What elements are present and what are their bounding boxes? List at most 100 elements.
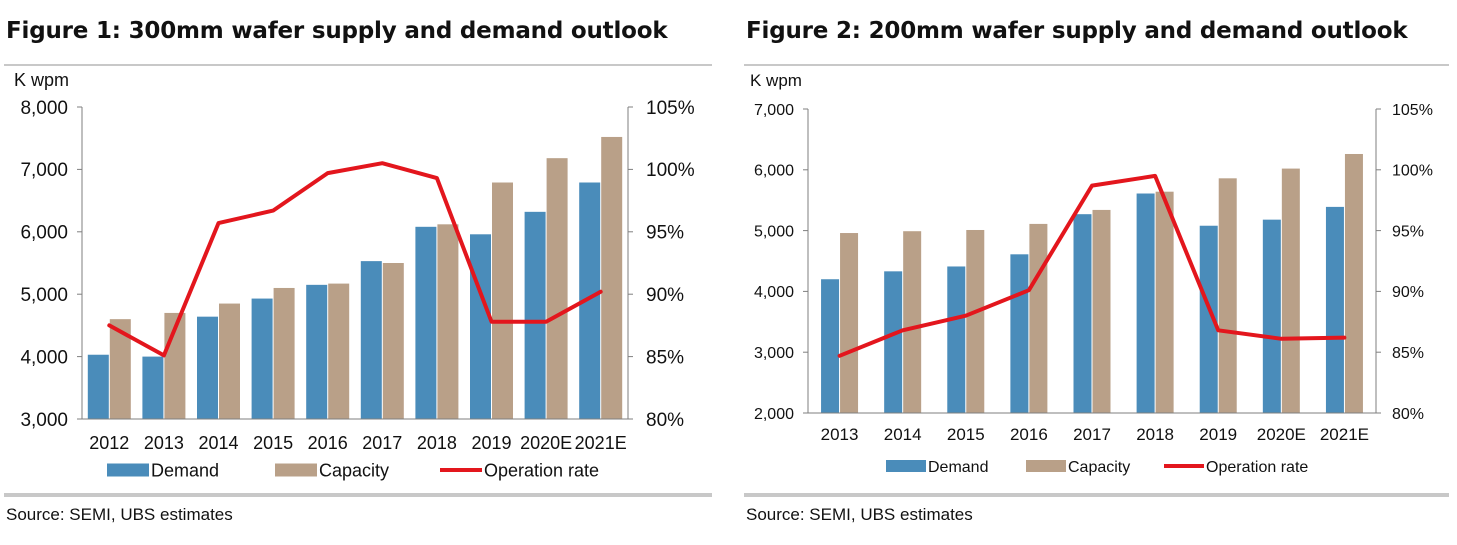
figure-1-legend-label-1: Capacity bbox=[319, 460, 389, 480]
figure-1-legend-label-2: Operation rate bbox=[484, 460, 599, 480]
figure-2-demand-bar bbox=[1262, 219, 1281, 413]
figure-1-y-axis-title: K wpm bbox=[14, 70, 69, 90]
figure-1-panel: Figure 1: 300mm wafer supply and demand … bbox=[0, 0, 720, 545]
figure-1-x-tick-label: 2018 bbox=[417, 433, 457, 453]
figure-2-x-tick-label: 2017 bbox=[1073, 425, 1111, 444]
figure-2-capacity-bar bbox=[1218, 178, 1237, 413]
figure-1-capacity-bar bbox=[437, 224, 459, 419]
figure-1-demand-bar bbox=[360, 261, 382, 419]
figure-2-y2-tick-label: 90% bbox=[1392, 284, 1424, 301]
figure-2-y2-tick-label: 100% bbox=[1392, 163, 1433, 180]
figure-2-y-axis-title: K wpm bbox=[750, 71, 802, 90]
figure-2-demand-bar bbox=[1325, 206, 1344, 413]
figure-1-capacity-bar bbox=[109, 319, 131, 419]
figure-1-y2-tick-label: 90% bbox=[646, 285, 684, 306]
figure-1-legend-swatch-0 bbox=[107, 463, 149, 477]
figure-2-demand-bar bbox=[884, 271, 903, 413]
figure-2-x-tick-label: 2019 bbox=[1199, 425, 1237, 444]
figure-2-capacity-bar bbox=[966, 229, 985, 413]
figure-2-panel: Figure 2: 200mm wafer supply and demand … bbox=[740, 0, 1457, 545]
figure-2-x-tick-label: 2020E bbox=[1257, 425, 1306, 444]
figure-1-chart: K wpm 3,000 4,000 5,000 6,000 7,000 8,000 80% 85… bbox=[14, 70, 695, 480]
figure-1-demand-bar bbox=[197, 316, 218, 419]
figure-1-y-tick-label: 6,000 bbox=[20, 223, 68, 244]
figure-2-chart: K wpm 2,000 3,000 4,000 5,000 6,000 7,000 80% 85… bbox=[750, 71, 1433, 476]
figure-2-capacity-bar bbox=[1029, 223, 1048, 413]
figure-1-capacity-bar bbox=[382, 263, 404, 419]
figure-2-y-tick-label: 5,000 bbox=[754, 223, 794, 240]
figure-2-capacity-bar bbox=[1281, 168, 1300, 413]
figure-2-title: Figure 2: 200mm wafer supply and demand … bbox=[746, 18, 1408, 44]
figure-2-y2-tick-label: 95% bbox=[1392, 223, 1424, 240]
figure-2-x-tick-label: 2013 bbox=[821, 425, 859, 444]
figure-1-y-tick-label: 5,000 bbox=[20, 285, 68, 306]
figure-2-operation-rate-line bbox=[837, 173, 1347, 358]
figure-1-y2-tick-label: 105% bbox=[646, 98, 695, 119]
figure-1-x-tick-label: 2019 bbox=[471, 433, 511, 453]
figure-2-y-tick-label: 7,000 bbox=[754, 102, 794, 119]
figure-1-x-tick-label: 2015 bbox=[253, 433, 293, 453]
figure-1-legend-swatch-1 bbox=[275, 463, 317, 477]
figure-1-demand-bar bbox=[142, 356, 164, 419]
figure-1-x-tick-label: 2016 bbox=[308, 433, 348, 453]
figure-1-y2-tick-label: 95% bbox=[646, 223, 684, 244]
figure-1-y2-tick-label: 100% bbox=[646, 160, 695, 181]
figure-1-x-tick-label: 2017 bbox=[362, 433, 402, 453]
figure-1-demand-bar bbox=[415, 226, 437, 419]
figure-2-x-tick-label: 2016 bbox=[1010, 425, 1048, 444]
figure-1-x-tick-label: 2020E bbox=[520, 433, 572, 453]
figure-1-demand-bar bbox=[470, 234, 491, 419]
figure-1-capacity-bar bbox=[546, 158, 568, 419]
figure-2-y-tick-label: 6,000 bbox=[754, 163, 794, 180]
figure-1-operation-rate-line bbox=[107, 161, 603, 358]
figure-2-x-tick-label: 2014 bbox=[884, 425, 922, 444]
figure-2-y2-tick-label: 85% bbox=[1392, 345, 1424, 362]
figure-1-capacity-bar bbox=[273, 287, 295, 419]
figure-2-demand-bar bbox=[1073, 214, 1092, 413]
figure-1-x-tick-label: 2013 bbox=[144, 433, 184, 453]
figure-2-demand-bar bbox=[1010, 254, 1029, 413]
figure-2-capacity-bar bbox=[1344, 153, 1363, 413]
figure-1-y-tick-label: 4,000 bbox=[20, 347, 68, 368]
figure-1-y-tick-label: 7,000 bbox=[20, 160, 68, 181]
figure-2-y-tick-label: 4,000 bbox=[754, 284, 794, 301]
figure-1-y2-tick-label: 80% bbox=[646, 410, 684, 431]
figure-2-capacity-bar bbox=[1155, 191, 1174, 413]
figure-2-legend-label-0: Demand bbox=[928, 459, 988, 476]
figure-1-y-tick-label: 8,000 bbox=[20, 98, 68, 119]
figure-2-x-tick-label: 2018 bbox=[1136, 425, 1174, 444]
figure-2-capacity-bar bbox=[903, 231, 922, 413]
figure-1-title: Figure 1: 300mm wafer supply and demand … bbox=[6, 18, 668, 44]
figure-1-demand-bar bbox=[524, 211, 546, 419]
figure-1-demand-bar bbox=[251, 298, 273, 419]
figure-2-demand-bar bbox=[1136, 193, 1155, 413]
figure-2-capacity-bar bbox=[1092, 209, 1111, 413]
figure-2-y2-tick-label: 105% bbox=[1392, 102, 1433, 119]
figure-2-top-rule bbox=[744, 64, 1449, 66]
figure-1-legend-label-0: Demand bbox=[151, 460, 219, 480]
figure-2-y2-tick-label: 80% bbox=[1392, 406, 1424, 423]
figure-2-x-tick-label: 2015 bbox=[947, 425, 985, 444]
figure-1-demand-bar bbox=[579, 182, 601, 419]
figure-1-y2-tick-label: 85% bbox=[646, 347, 684, 368]
figure-2-legend-label-1: Capacity bbox=[1068, 459, 1130, 476]
figure-2-legend-swatch-1 bbox=[1026, 460, 1066, 472]
figure-1-bottom-rule bbox=[4, 493, 712, 497]
figure-1-capacity-bar bbox=[492, 182, 513, 419]
figure-1-source: Source: SEMI, UBS estimates bbox=[6, 505, 233, 524]
figure-1-x-tick-label: 2021E bbox=[575, 433, 627, 453]
figure-2-legend-swatch-0 bbox=[886, 460, 926, 472]
figure-2-demand-bar bbox=[1199, 225, 1218, 413]
figure-2-capacity-bar bbox=[840, 233, 859, 413]
figure-1-x-tick-label: 2012 bbox=[89, 433, 129, 453]
figure-1-capacity-bar bbox=[219, 303, 240, 419]
figure-2-y-tick-label: 3,000 bbox=[754, 345, 794, 362]
figure-1-capacity-bar bbox=[328, 283, 350, 419]
figure-1-y-tick-label: 3,000 bbox=[20, 410, 68, 431]
figure-2-demand-bar bbox=[821, 279, 840, 413]
figure-2-bottom-rule bbox=[744, 493, 1449, 497]
figure-1-demand-bar bbox=[306, 284, 328, 419]
figure-2-source: Source: SEMI, UBS estimates bbox=[746, 505, 973, 524]
figure-2-demand-bar bbox=[947, 266, 966, 413]
figure-1-demand-bar bbox=[87, 354, 109, 419]
